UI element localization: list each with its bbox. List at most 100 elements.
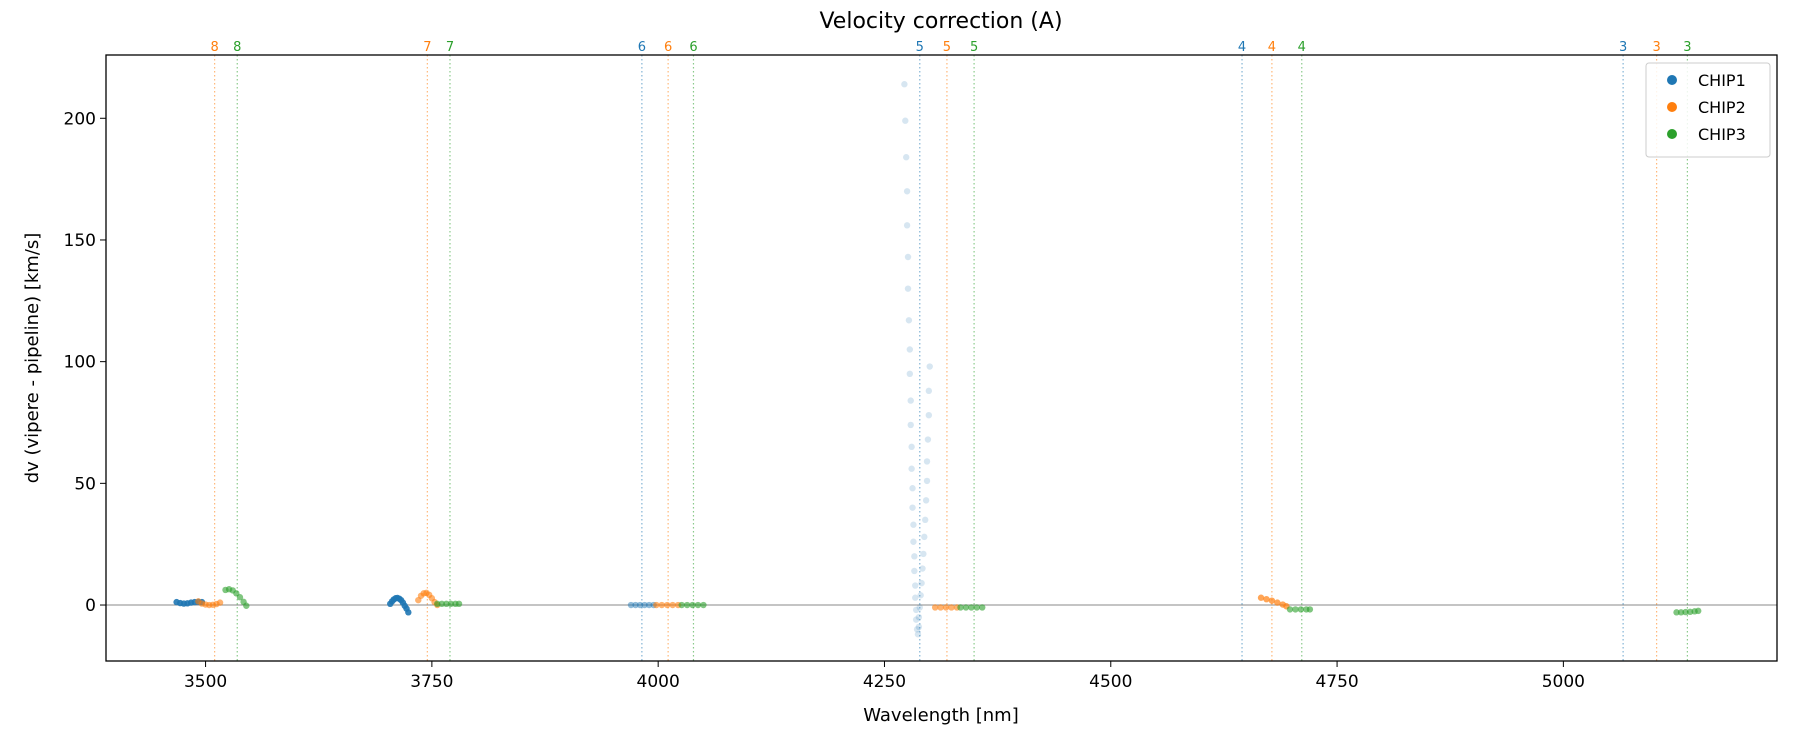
data-point [1306,606,1314,613]
data-point [632,601,639,609]
data-point [236,594,244,601]
order-label: 3 [1652,40,1660,55]
order-label: 3 [1619,40,1627,55]
data-point [447,600,455,608]
data-point [645,601,653,609]
x-axis-label: Wavelength [nm] [863,705,1019,726]
data-point [924,436,932,443]
data-point [912,582,919,589]
data-point [923,477,931,485]
data-point [917,592,924,599]
x-tick-label: 4000 [637,672,680,692]
data-point [902,117,909,124]
data-point [1292,606,1299,613]
data-point [914,631,922,638]
order-label: 3 [1683,40,1691,55]
plot-area [106,55,1777,661]
data-point [443,600,450,608]
data-point [689,601,696,609]
legend-marker [1667,75,1677,85]
data-point [909,504,916,511]
order-label: 4 [1268,40,1276,55]
data-point [931,604,939,611]
data-point [906,370,914,378]
data-point [1263,595,1270,603]
data-point [243,602,250,609]
data-point [903,222,911,229]
data-point [912,616,920,623]
data-point [922,497,930,504]
data-point [948,604,955,611]
data-point [942,604,950,611]
order-label: 5 [970,40,978,55]
data-point [937,604,944,611]
order-label: 6 [689,40,697,55]
order-label: 6 [638,40,646,55]
data-point [907,397,914,404]
data-point [912,606,920,614]
data-point [909,485,916,492]
data-point [925,387,933,395]
data-point [1286,606,1294,613]
data-point [1274,599,1281,606]
data-point [405,609,412,616]
data-point [922,516,929,524]
legend-marker [1667,102,1677,112]
data-point [905,317,913,324]
data-point [1297,606,1305,613]
x-axis: 3500 3750 4000 4250 4500 4750 5000 [184,661,1585,692]
x-tick-label: 4250 [863,672,906,692]
x-tick-label: 4750 [1315,672,1358,692]
data-point [912,594,919,601]
legend-label: CHIP3 [1698,125,1746,144]
data-point [923,458,931,465]
y-axis: 0 50 100 150 200 [64,109,106,616]
legend-box [1645,62,1771,158]
order-label: 4 [1298,40,1306,55]
order-label: 8 [233,40,241,55]
data-point [921,533,928,541]
data-point [906,346,914,353]
data-point [907,421,914,429]
y-tick-label: 50 [74,474,96,494]
order-label: 5 [916,40,924,55]
data-point [915,613,923,621]
legend-label: CHIP2 [1698,98,1746,117]
data-point [669,601,676,609]
data-point [641,601,648,609]
data-point [1682,608,1689,616]
data-point [438,600,446,608]
data-point [910,538,917,545]
y-axis-label: dv (vipere - pipeline) [km/s] [22,233,43,484]
data-point [957,604,964,611]
data-point [908,465,915,472]
data-point [653,601,660,609]
data-point [911,553,918,560]
data-point [911,567,918,575]
data-point [658,601,665,609]
data-point [920,550,927,558]
data-point [636,601,644,609]
x-tick-label: 3750 [410,672,453,692]
data-point [1695,607,1702,615]
data-point [973,604,981,611]
data-point [962,604,970,611]
chart-title: Velocity correction (A) [819,9,1062,34]
data-point [664,601,671,609]
legend-label: CHIP1 [1698,71,1746,90]
data-point [678,601,685,609]
data-point [915,623,923,631]
data-point [910,521,917,528]
data-point [434,600,441,608]
data-point [918,579,925,587]
data-point [216,599,224,606]
data-point [627,601,635,609]
data-point [904,253,912,261]
axes-frame [105,54,1778,662]
data-point [916,604,923,611]
order-label: 8 [210,40,218,55]
data-point [904,285,912,292]
data-point [968,604,975,611]
data-point [1268,597,1276,604]
